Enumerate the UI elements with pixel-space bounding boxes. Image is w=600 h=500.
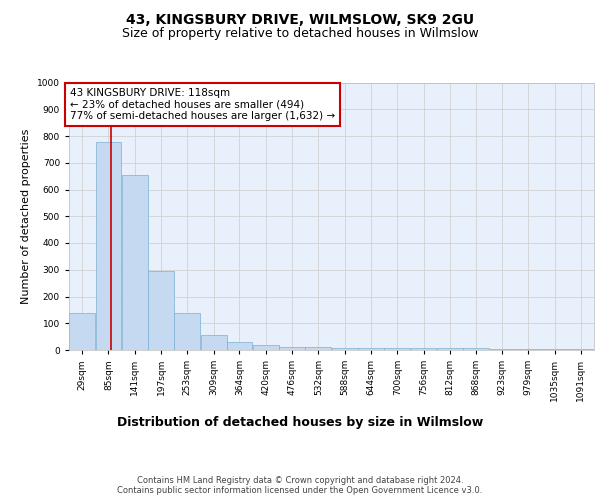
Text: Size of property relative to detached houses in Wilmslow: Size of property relative to detached ho…: [122, 28, 478, 40]
Bar: [437, 348, 463, 350]
Bar: [201, 335, 227, 350]
Text: 43, KINGSBURY DRIVE, WILMSLOW, SK9 2GU: 43, KINGSBURY DRIVE, WILMSLOW, SK9 2GU: [126, 12, 474, 26]
Y-axis label: Number of detached properties: Number of detached properties: [22, 128, 31, 304]
Bar: [463, 348, 489, 350]
Bar: [175, 312, 200, 350]
Text: Contains HM Land Registry data © Crown copyright and database right 2024.
Contai: Contains HM Land Registry data © Crown c…: [118, 476, 482, 495]
Bar: [227, 342, 253, 350]
Bar: [410, 348, 436, 350]
Text: Distribution of detached houses by size in Wilmslow: Distribution of detached houses by size …: [117, 416, 483, 429]
Bar: [95, 142, 121, 350]
Bar: [279, 348, 305, 350]
Bar: [332, 348, 358, 350]
Bar: [148, 271, 174, 350]
Bar: [358, 348, 384, 350]
Bar: [385, 348, 410, 350]
Bar: [69, 312, 95, 350]
Bar: [122, 175, 148, 350]
Text: 43 KINGSBURY DRIVE: 118sqm
← 23% of detached houses are smaller (494)
77% of sem: 43 KINGSBURY DRIVE: 118sqm ← 23% of deta…: [70, 88, 335, 121]
Bar: [305, 348, 331, 350]
Bar: [253, 346, 278, 350]
